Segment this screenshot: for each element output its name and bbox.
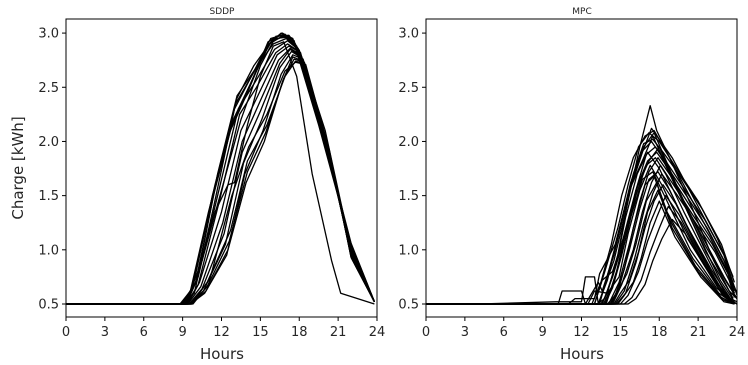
- y-tick-label: 1.0: [38, 243, 59, 258]
- y-tick-label: 2.0: [398, 135, 419, 150]
- series-line-21: [426, 140, 735, 305]
- y-tick-label: 1.5: [398, 189, 419, 204]
- x-tick-label: 6: [140, 325, 148, 340]
- series-line-22: [426, 157, 735, 305]
- series-line-14: [426, 138, 736, 305]
- x-tick-label: 21: [690, 325, 707, 340]
- y-tick-label: 2.5: [398, 81, 419, 96]
- y-axis-label: Charge [kWh]: [9, 116, 27, 219]
- x-tick-label: 6: [500, 325, 508, 340]
- y-tick-label: 2.0: [38, 135, 59, 150]
- series-line-10: [426, 181, 735, 305]
- plot-frame: [425, 18, 738, 318]
- y-tick-label: 1.0: [398, 243, 419, 258]
- series-line-19: [426, 173, 736, 305]
- x-tick-label: 9: [178, 325, 186, 340]
- series-line-23: [426, 171, 735, 305]
- y-tick-label: 3.0: [38, 27, 59, 42]
- plot-frame: [65, 18, 378, 318]
- mpc-panel: MPC Hours 0 3 6 9 12 15 18 21 24 0.5 1.0 1.5 2.0 2.5 3…: [398, 7, 745, 363]
- panel-title: SDDP: [209, 7, 235, 17]
- series-line-3: [426, 135, 738, 305]
- x-tick-label: 12: [573, 325, 590, 340]
- x-axis-label: Hours: [200, 345, 244, 363]
- x-tick-label: 15: [612, 325, 629, 340]
- series-line-15: [426, 146, 736, 305]
- sddp-panel: SDDP Charge [kWh] Hours 0 3 6 9 12 15 18 21 24 0.…: [9, 7, 385, 363]
- x-tick-label: 0: [422, 325, 430, 340]
- x-tick-label: 15: [252, 325, 269, 340]
- series-line-6: [426, 151, 738, 305]
- x-tick-label: 3: [101, 325, 109, 340]
- series-line-17: [426, 157, 736, 305]
- series-line-27: [426, 218, 735, 305]
- y-tick-label: 2.5: [38, 81, 59, 96]
- x-tick-label: 18: [291, 325, 308, 340]
- y-tick-label: 0.5: [38, 297, 59, 312]
- series-line-20: [426, 129, 734, 305]
- series-line-24: [426, 184, 735, 305]
- x-tick-label: 12: [213, 325, 230, 340]
- x-tick-label: 3: [461, 325, 469, 340]
- x-tick-label: 18: [651, 325, 668, 340]
- series-line-4: [426, 132, 738, 305]
- y-tick-label: 0.5: [398, 297, 419, 312]
- series-line-20: [66, 34, 375, 305]
- panel-title: MPC: [572, 7, 591, 17]
- x-tick-label: 0: [62, 325, 70, 340]
- series-group: [426, 105, 738, 305]
- x-tick-label: 24: [369, 325, 386, 340]
- y-tick-label: 1.5: [38, 189, 59, 204]
- series-line-14: [66, 54, 375, 305]
- series-line-26: [426, 205, 735, 305]
- x-tick-label: 9: [538, 325, 546, 340]
- series-line-1: [426, 105, 738, 305]
- series-group: [66, 32, 376, 305]
- x-tick-label: 21: [330, 325, 347, 340]
- tick-group: 0 3 6 9 12 15 18 21 24 0.5 1.0 1.5 2.0 2.5 3.0: [398, 27, 745, 340]
- y-tick-label: 3.0: [398, 27, 419, 42]
- tick-group: 0 3 6 9 12 15 18 21 24 0.5 1.0 1.5 2.0 2.5 3.0: [38, 27, 385, 340]
- x-tick-label: 24: [729, 325, 746, 340]
- x-axis-label: Hours: [560, 345, 604, 363]
